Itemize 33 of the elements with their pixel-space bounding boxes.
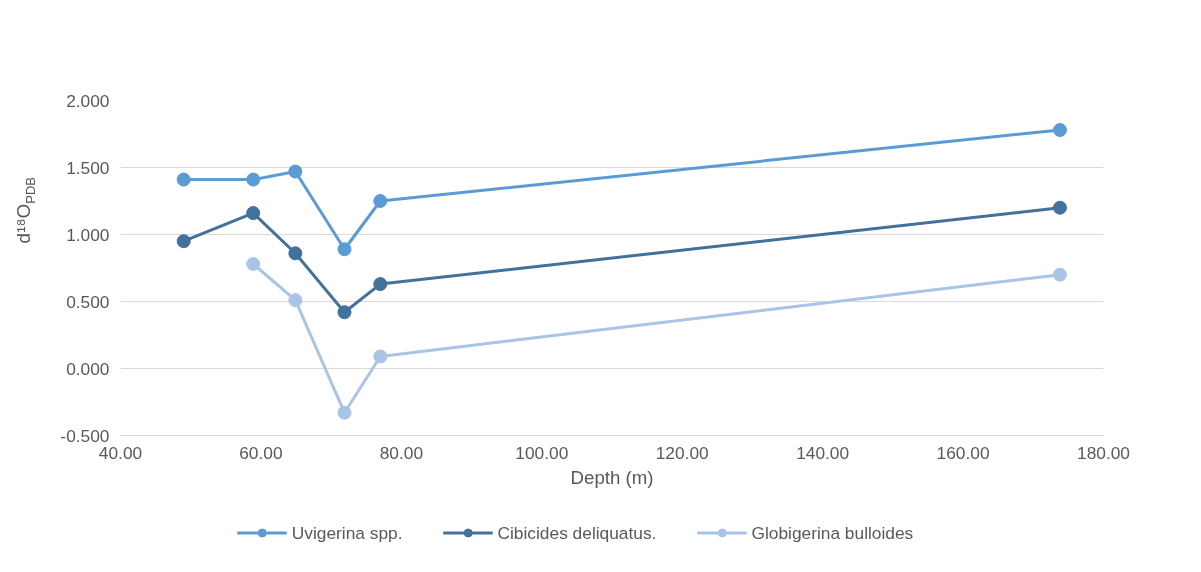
x-tick-label: 80.00 bbox=[379, 442, 424, 463]
point bbox=[337, 305, 352, 320]
point bbox=[288, 246, 303, 261]
x-tick-label: 60.00 bbox=[239, 442, 283, 463]
point bbox=[288, 164, 303, 179]
y-tick-label: 2.000 bbox=[66, 90, 110, 111]
point bbox=[246, 256, 261, 271]
y-tick-label: 1.500 bbox=[66, 157, 110, 178]
point bbox=[337, 242, 352, 257]
y-tick-label: 0.000 bbox=[66, 358, 110, 379]
x-axis-title: Depth (m) bbox=[570, 466, 654, 488]
x-tick-label: 160.00 bbox=[936, 442, 990, 463]
point bbox=[288, 293, 303, 308]
point bbox=[1052, 122, 1067, 137]
point bbox=[246, 172, 261, 187]
point bbox=[176, 172, 191, 187]
point bbox=[373, 194, 388, 208]
point bbox=[176, 234, 191, 249]
x-tick-label: 120.00 bbox=[655, 442, 709, 463]
x-tick-label: 180.00 bbox=[1077, 442, 1130, 463]
point bbox=[337, 405, 352, 420]
legend-label: Globigerina bulloides bbox=[751, 522, 914, 543]
point bbox=[373, 349, 388, 364]
y-tick-label: 1.000 bbox=[66, 224, 110, 245]
legend-label: Cibicides deliquatus. bbox=[497, 522, 657, 543]
point bbox=[373, 277, 388, 292]
x-tick-label: 140.00 bbox=[796, 442, 850, 463]
y-tick-label: 0.500 bbox=[66, 291, 110, 312]
point bbox=[1052, 200, 1067, 215]
point bbox=[246, 206, 261, 221]
point bbox=[1052, 267, 1067, 282]
x-tick-label: 100.00 bbox=[515, 442, 569, 463]
legend-label: Uvigerina spp. bbox=[291, 522, 403, 543]
